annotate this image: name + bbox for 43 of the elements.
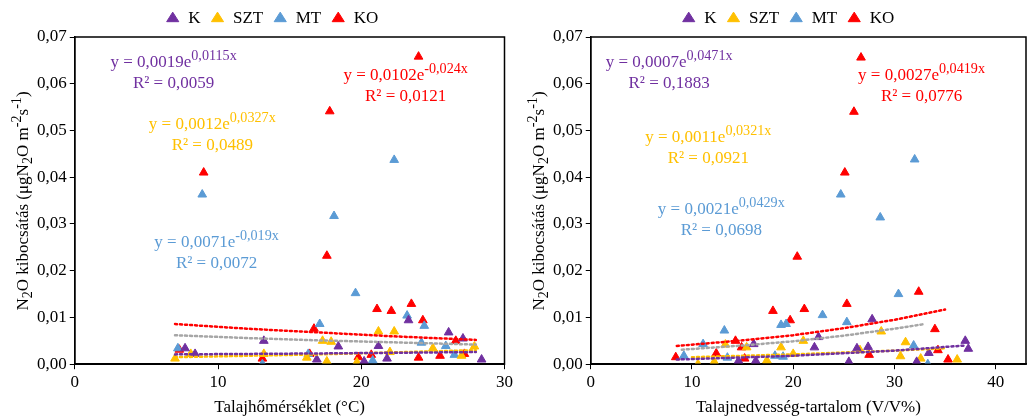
x-tick-label: 30 [496,371,513,391]
y-tick-label: 0,04 [37,166,68,186]
annotation: y = 0,0012e$^{0,0327x}$ R² = 0,0489 [148,108,276,155]
y-tick-label: 0,07 [553,26,584,46]
annotation: y = 0,0021e$^{0,0429x}$ R² = 0,0698 [657,193,785,241]
annotation: y = 0,0011e$^{0,0321x}$ R² = 0,0921 [645,121,772,169]
x-tick-label: 10 [683,371,701,391]
y-tick-label: 0,03 [553,213,583,233]
x-tick-label: 40 [987,371,1005,391]
legend-label: KO [869,7,895,27]
y-tick-label: 0,01 [553,306,583,326]
annotation: y = 0,0102e$^{-0,024x}$ R² = 0,0121 [343,59,468,106]
y-tick-label: 0,01 [37,306,67,326]
y-tick-label: 0,07 [37,26,68,46]
x-tick-label: 0 [70,371,79,391]
x-tick-label: 20 [784,371,802,391]
x-tick-label: 0 [586,371,595,391]
x-tick-label: 10 [209,371,227,391]
annotation: y = 0,0027e$^{0,0419x}$ R² = 0,0776 [858,59,985,106]
legend-label: MT [811,7,838,27]
y-tick-label: 0,00 [37,353,67,373]
annotation: y = 0,0019e$^{0,0115x}$ R² = 0,0059 [110,46,237,93]
legend-label: MT [295,7,322,27]
y-tick-label: 0,05 [553,119,583,139]
y-tick-label: 0,05 [37,119,67,139]
y-tick-label: 0,04 [553,166,584,186]
y-tick-label: 0,02 [37,260,67,280]
legend-label: SZT [233,7,264,27]
x-axis-title: Talajnedvesség-tartalom (V/V%) [695,397,921,417]
y-tick-label: 0,06 [37,73,67,93]
y-tick-label: 0,00 [553,353,583,373]
legend-label: SZT [749,7,780,27]
legend-label: KO [353,7,379,27]
y-tick-label: 0,02 [553,260,583,280]
annotation: y = 0,0071e$^{-0,019x}$ R² = 0,0072 [154,226,279,273]
annotation: y = 0,0007e$^{0,0471x}$ R² = 0,1883 [605,46,733,93]
y-tick-label: 0,03 [37,213,67,233]
x-tick-label: 20 [352,371,370,391]
x-axis-title: Talajhőmérséklet (°C) [214,397,365,417]
legend-label: K [188,7,202,27]
x-tick-label: 30 [885,371,903,391]
y-tick-label: 0,06 [553,73,583,93]
legend-label: K [704,7,718,27]
